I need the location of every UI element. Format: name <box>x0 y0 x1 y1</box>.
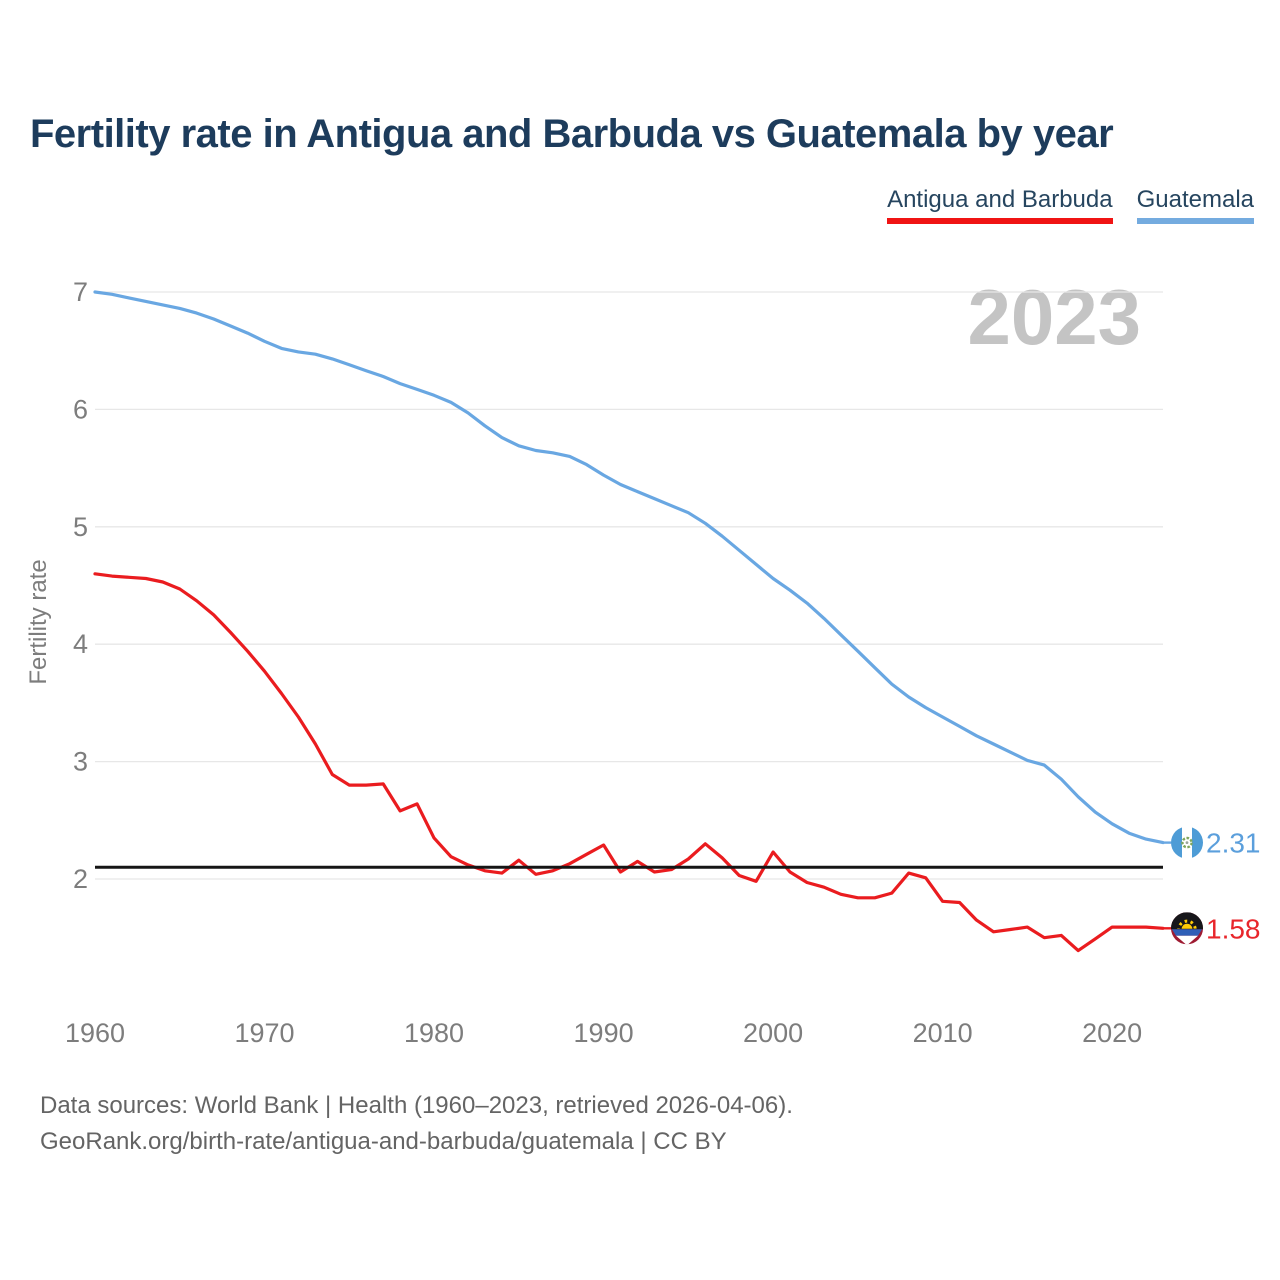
y-tick-2: 2 <box>73 864 88 894</box>
y-tick-3: 3 <box>73 747 88 777</box>
x-tick-1960: 1960 <box>65 1018 125 1048</box>
gridlines <box>95 291 1163 880</box>
footer-attribution: GeoRank.org/birth-rate/antigua-and-barbu… <box>40 1128 727 1155</box>
footer: Data sources: World Bank | Health (1960–… <box>40 1088 793 1160</box>
x-tick-2010: 2010 <box>913 1018 973 1048</box>
y-tick-5: 5 <box>73 512 88 542</box>
y-axis-tick-labels: 2 3 4 5 6 7 <box>73 277 88 894</box>
x-tick-1970: 1970 <box>234 1018 294 1048</box>
guatemala-flag-icon <box>1171 826 1203 859</box>
legend-item-antigua-and-barbuda[interactable]: Antigua and Barbuda <box>887 186 1113 224</box>
guatemala-end-value: 2.31 <box>1206 828 1261 859</box>
legend-label-guatemala: Guatemala <box>1136 186 1254 213</box>
x-tick-1980: 1980 <box>404 1018 464 1048</box>
y-tick-7: 7 <box>73 277 88 307</box>
data-series <box>93 290 1172 953</box>
legend-item-guatemala[interactable]: Guatemala <box>1136 186 1254 224</box>
antigua-end-value: 1.58 <box>1206 913 1261 944</box>
legend: Antigua and Barbuda Guatemala <box>887 186 1254 224</box>
footer-data-sources: Data sources: World Bank | Health (1960–… <box>40 1092 793 1119</box>
antigua-and-barbuda-flag-icon <box>1171 912 1203 945</box>
year-watermark: 2023 <box>967 273 1141 361</box>
legend-label-antigua-and-barbuda: Antigua and Barbuda <box>887 186 1113 213</box>
x-tick-2000: 2000 <box>743 1018 803 1048</box>
y-tick-6: 6 <box>73 394 88 424</box>
chart-title: Fertility rate in Antigua and Barbuda vs… <box>30 112 1114 156</box>
y-tick-4: 4 <box>73 629 88 659</box>
y-axis-title: Fertility rate <box>25 559 52 684</box>
guatemala-line <box>93 290 1165 845</box>
x-axis-tick-labels: 1960 1970 1980 1990 2000 2010 2020 <box>65 1018 1142 1048</box>
x-tick-2020: 2020 <box>1082 1018 1142 1048</box>
x-tick-1990: 1990 <box>574 1018 634 1048</box>
